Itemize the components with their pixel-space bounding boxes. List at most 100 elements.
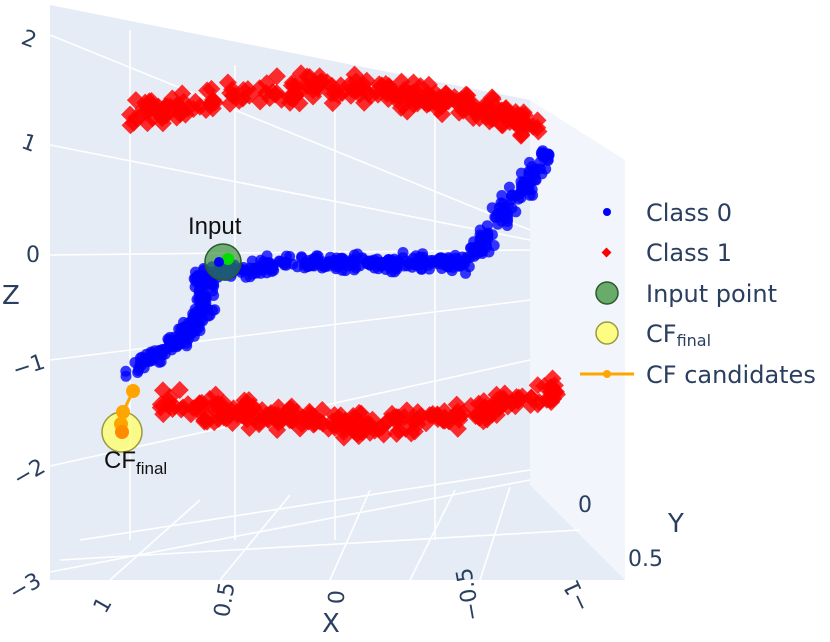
class-0-point — [246, 255, 258, 267]
legend-marker-input-point — [595, 281, 619, 305]
class-0-point — [162, 333, 174, 345]
class-1-point — [200, 390, 219, 409]
class-0-point — [536, 168, 548, 180]
class-1-point — [341, 86, 360, 105]
class-1-point — [304, 87, 323, 106]
x-tick-label: 0 — [325, 590, 350, 605]
class-1-points — [121, 64, 566, 447]
class-0-point — [132, 365, 144, 376]
class-1-point — [159, 396, 178, 415]
class-0-point — [374, 257, 386, 268]
legend-label-main: CF — [646, 320, 677, 348]
class-1-point — [167, 108, 186, 127]
class-0-point — [346, 254, 358, 265]
class-1-point — [418, 86, 437, 105]
legend-marker-cf-final — [595, 321, 619, 345]
class-1-point — [202, 79, 221, 98]
z-tick-label: 1 — [18, 130, 40, 158]
class-1-point — [392, 72, 411, 91]
class-1-point — [240, 86, 259, 105]
cf-candidates-path — [114, 384, 140, 439]
legend-label: Class 1 — [646, 239, 732, 267]
class-0-point — [196, 278, 208, 290]
class-1-point — [260, 89, 279, 108]
class-1-point — [382, 404, 401, 423]
legend-marker-cf-candidates-dot — [603, 370, 611, 378]
annotation-cf-final-sub: final — [136, 459, 167, 478]
class-1-point — [353, 78, 372, 97]
annotation-cf-final: CFfinal — [104, 447, 167, 478]
class-0-point — [274, 256, 286, 267]
class-1-point — [218, 73, 237, 92]
class-0-point — [456, 251, 468, 263]
legend-label: Class 0 — [646, 199, 732, 227]
side-wall — [530, 100, 625, 580]
class-0-point — [472, 239, 484, 251]
z-axis-title: Z — [2, 281, 20, 311]
z-tick-label: −2 — [9, 454, 50, 492]
class-0-point — [186, 316, 198, 328]
z-axis: 2 1 0 −1 −2 −3 Z — [2, 26, 50, 607]
class-1-point — [304, 415, 323, 434]
class-0-point — [120, 365, 132, 377]
grid-line — [109, 499, 201, 581]
legend: Class 0 Class 1 Input point CFfinal CF c… — [580, 199, 816, 389]
class-1-point — [528, 376, 547, 395]
class-0-points — [120, 145, 555, 382]
legend-item-cf-final[interactable]: CFfinal — [595, 320, 711, 350]
class-0-point — [436, 263, 448, 274]
legend-marker-class-0 — [603, 208, 611, 216]
class-1-point — [331, 76, 350, 95]
class-1-point — [155, 98, 174, 117]
class-1-point — [345, 65, 364, 84]
class-1-point — [436, 85, 455, 104]
legend-marker-class-1 — [601, 247, 612, 258]
class-1-point — [348, 424, 367, 443]
class-1-point — [542, 392, 561, 411]
class-0-point — [397, 252, 409, 264]
class-1-point — [367, 82, 386, 101]
class-1-point — [497, 99, 516, 118]
class-0-point — [348, 264, 360, 276]
class-1-point — [522, 388, 541, 407]
class-1-point — [195, 412, 214, 431]
x-axis-title: X — [322, 609, 340, 639]
legend-item-class-1[interactable]: Class 1 — [601, 239, 732, 267]
input-point-core — [222, 253, 234, 265]
class-0-point — [266, 266, 278, 277]
class-1-point — [213, 401, 232, 420]
class-0-point — [197, 306, 209, 318]
class-0-point — [463, 261, 475, 273]
legend-item-cf-candidates[interactable]: CF candidates — [580, 361, 816, 389]
legend-label: CFfinal — [646, 320, 711, 350]
legend-item-input-point[interactable]: Input point — [595, 280, 777, 308]
cf-candidate-point — [116, 405, 130, 419]
class-0-point — [540, 151, 552, 163]
y-axis: 0 0.5 Y — [578, 493, 684, 572]
class-0-point — [194, 325, 206, 337]
class-0-point — [172, 337, 184, 349]
class-0-point — [512, 193, 524, 205]
class-0-point — [510, 206, 522, 218]
cf-candidate-point — [126, 384, 140, 398]
legend-label: CF candidates — [646, 361, 816, 389]
legend-item-class-0[interactable]: Class 0 — [603, 199, 732, 227]
class-1-point — [178, 395, 197, 414]
class-0-point — [386, 254, 398, 266]
class-0-point — [415, 257, 427, 269]
class-1-point — [304, 77, 323, 96]
class-1-point — [124, 113, 143, 132]
class-0-point — [179, 329, 191, 341]
floor-plane — [50, 485, 625, 580]
z-tick-label: 0 — [26, 243, 40, 268]
class-0-point — [141, 348, 153, 360]
class-0-point — [296, 251, 308, 263]
class-1-point — [446, 405, 465, 424]
class-1-point — [398, 102, 417, 121]
class-0-point — [489, 211, 501, 223]
class-1-point — [511, 117, 530, 136]
class-1-point — [225, 86, 244, 105]
grid-line — [329, 489, 371, 581]
class-1-point — [282, 76, 301, 95]
class-0-point — [206, 279, 218, 290]
